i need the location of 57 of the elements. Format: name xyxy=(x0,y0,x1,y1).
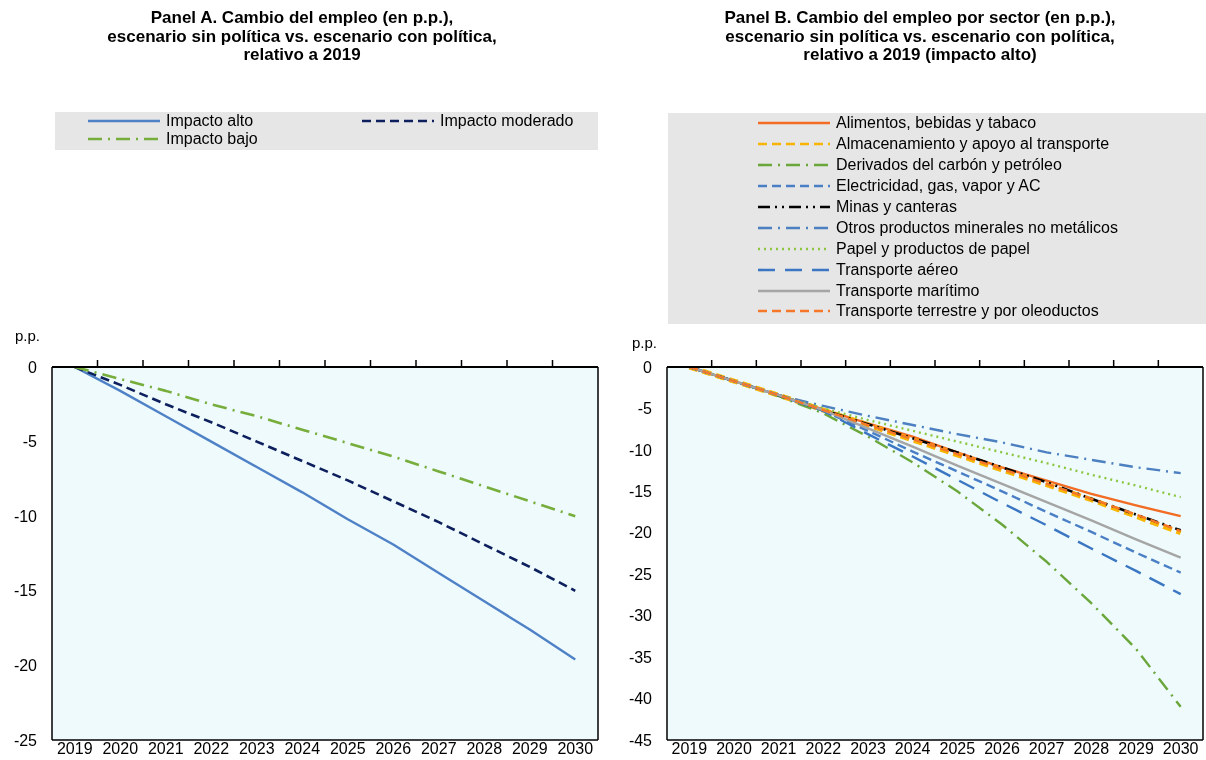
y-tick-label: -15 xyxy=(13,582,38,600)
y-tick-label: -5 xyxy=(22,433,38,451)
legend-label: Impacto alto xyxy=(166,112,254,130)
x-tick-label: 2022 xyxy=(193,740,230,758)
legend-label: Otros productos minerales no metálicos xyxy=(836,218,1118,237)
x-tick-label: 2023 xyxy=(238,740,275,758)
x-tick-label: 2024 xyxy=(284,740,321,758)
y-tick-label: -20 xyxy=(13,657,38,675)
legend-label: Transporte marítimo xyxy=(836,281,980,300)
x-tick-label: 2019 xyxy=(671,740,708,758)
x-tick-label: 2030 xyxy=(1162,740,1199,758)
x-tick-label: 2020 xyxy=(716,740,752,758)
x-tick-label: 2026 xyxy=(984,740,1020,758)
x-tick-label: 2023 xyxy=(850,740,886,758)
x-tick-label: 2028 xyxy=(466,740,503,758)
legend-label: Almacenamiento y apoyo al transporte xyxy=(836,135,1110,154)
x-tick-label: 2021 xyxy=(760,740,797,758)
x-tick-label: 2021 xyxy=(147,740,184,758)
x-tick-label: 2024 xyxy=(894,740,931,758)
x-tick-label: 2022 xyxy=(805,740,842,758)
y-tick-label: -45 xyxy=(628,731,653,749)
legend-label: Impacto bajo xyxy=(166,130,258,148)
legend-label: Alimentos, bebidas y tabaco xyxy=(836,114,1037,133)
y-tick-label: -25 xyxy=(13,731,38,749)
x-tick-label: 2027 xyxy=(420,740,457,758)
chart-title: Panel B. Cambio del empleo por sector (en p.p.), escenario sin política vs. escenario con política, relativo a 2019 (impacto alto) xyxy=(723,8,1117,65)
legend-label: Derivados del carbón y petróleo xyxy=(836,156,1062,175)
x-tick-label: 2029 xyxy=(1118,740,1154,758)
legend-label: Minas y canteras xyxy=(836,198,957,216)
legend-label: Transporte aéreo xyxy=(836,260,959,279)
legend-label: Papel y productos de papel xyxy=(836,239,1030,258)
x-tick-label: 2030 xyxy=(557,740,594,758)
x-tick-label: 2028 xyxy=(1073,740,1110,758)
y-tick-label: -10 xyxy=(628,441,653,459)
y-tick-label: -15 xyxy=(628,483,653,501)
x-tick-label: 2025 xyxy=(329,740,366,758)
legend-label: Impacto moderado xyxy=(440,112,574,130)
x-tick-label: 2027 xyxy=(1028,740,1065,758)
y-tick-label: -10 xyxy=(13,507,38,525)
y-axis-title: p.p. xyxy=(15,327,41,344)
y-tick-label: -35 xyxy=(628,648,653,666)
x-tick-label: 2020 xyxy=(102,740,139,758)
y-tick-label: -5 xyxy=(637,400,653,418)
y-tick-label: 0 xyxy=(643,358,653,376)
y-tick-label: -20 xyxy=(628,524,653,542)
y-axis-title: p.p. xyxy=(632,334,658,351)
x-tick-label: 2019 xyxy=(56,740,93,758)
y-tick-label: -40 xyxy=(628,690,653,708)
y-tick-label: -25 xyxy=(628,565,653,583)
x-tick-label: 2026 xyxy=(375,740,412,758)
chart-title: Panel A. Cambio del empleo (en p.p.), escenario sin política vs. escenario con política, relativo a 2019 xyxy=(106,8,498,65)
y-tick-label: 0 xyxy=(28,358,38,376)
y-tick-label: -30 xyxy=(628,607,653,625)
legend-label: Electricidad, gas, vapor y AC xyxy=(836,177,1041,196)
x-tick-label: 2025 xyxy=(939,740,976,758)
x-tick-label: 2029 xyxy=(511,740,548,758)
legend-label: Transporte terrestre y por oleoductos xyxy=(836,302,1099,321)
